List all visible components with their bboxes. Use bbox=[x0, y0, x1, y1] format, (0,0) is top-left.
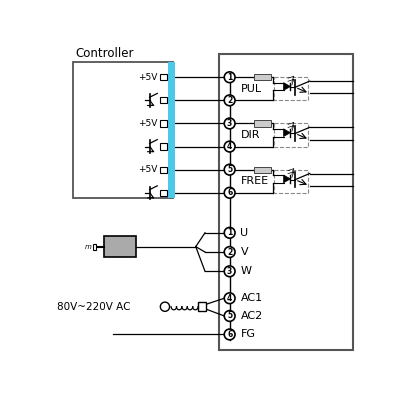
Text: U: U bbox=[240, 228, 248, 238]
Circle shape bbox=[224, 266, 235, 277]
Text: W: W bbox=[240, 266, 252, 276]
Bar bbox=[274, 170, 308, 193]
Polygon shape bbox=[284, 175, 290, 183]
Circle shape bbox=[224, 310, 235, 321]
Polygon shape bbox=[284, 129, 290, 136]
Bar bbox=[219, 54, 353, 350]
Circle shape bbox=[224, 329, 235, 340]
Text: 4: 4 bbox=[227, 142, 232, 151]
Bar bbox=[274, 77, 308, 100]
Circle shape bbox=[224, 141, 235, 152]
Bar bbox=[160, 190, 166, 196]
Circle shape bbox=[224, 247, 235, 258]
Circle shape bbox=[224, 118, 235, 129]
Bar bbox=[168, 62, 175, 198]
Text: m: m bbox=[85, 244, 92, 250]
Bar bbox=[160, 144, 166, 150]
Text: FREE: FREE bbox=[240, 176, 268, 186]
Circle shape bbox=[224, 164, 235, 175]
Text: V: V bbox=[240, 247, 248, 257]
Bar bbox=[160, 74, 166, 80]
Circle shape bbox=[160, 302, 170, 311]
Text: AC1: AC1 bbox=[240, 293, 262, 303]
Text: +5V: +5V bbox=[138, 119, 157, 128]
Text: 3: 3 bbox=[227, 119, 232, 128]
Text: FG: FG bbox=[240, 330, 256, 340]
Text: 2: 2 bbox=[227, 96, 232, 105]
Polygon shape bbox=[284, 83, 290, 90]
Bar bbox=[160, 120, 166, 126]
Bar bbox=[72, 62, 173, 198]
Circle shape bbox=[224, 72, 235, 83]
Text: 6: 6 bbox=[227, 188, 232, 197]
Text: Controller: Controller bbox=[76, 46, 134, 60]
Bar bbox=[254, 166, 271, 173]
Bar bbox=[93, 244, 96, 250]
Text: 80V~220V AC: 80V~220V AC bbox=[57, 302, 131, 312]
Bar bbox=[160, 166, 166, 173]
Text: 2: 2 bbox=[227, 248, 232, 256]
Bar bbox=[274, 124, 308, 146]
Circle shape bbox=[224, 187, 235, 198]
Text: +5V: +5V bbox=[138, 73, 157, 82]
Bar bbox=[198, 302, 206, 311]
Text: +5V: +5V bbox=[138, 165, 157, 174]
Text: 4: 4 bbox=[227, 294, 232, 303]
Text: 6: 6 bbox=[227, 330, 232, 339]
Bar bbox=[160, 97, 166, 104]
Text: AC2: AC2 bbox=[240, 311, 263, 321]
Circle shape bbox=[224, 228, 235, 238]
Text: PUL: PUL bbox=[240, 84, 262, 94]
Circle shape bbox=[224, 95, 235, 106]
Bar bbox=[254, 120, 271, 126]
Text: 5: 5 bbox=[227, 165, 232, 174]
Text: 5: 5 bbox=[227, 312, 232, 320]
Text: 1: 1 bbox=[227, 228, 232, 237]
Bar bbox=[104, 236, 136, 258]
Text: 3: 3 bbox=[227, 267, 232, 276]
Circle shape bbox=[224, 293, 235, 304]
Bar bbox=[254, 74, 271, 80]
Text: DIR: DIR bbox=[240, 130, 260, 140]
Text: 1: 1 bbox=[227, 73, 232, 82]
